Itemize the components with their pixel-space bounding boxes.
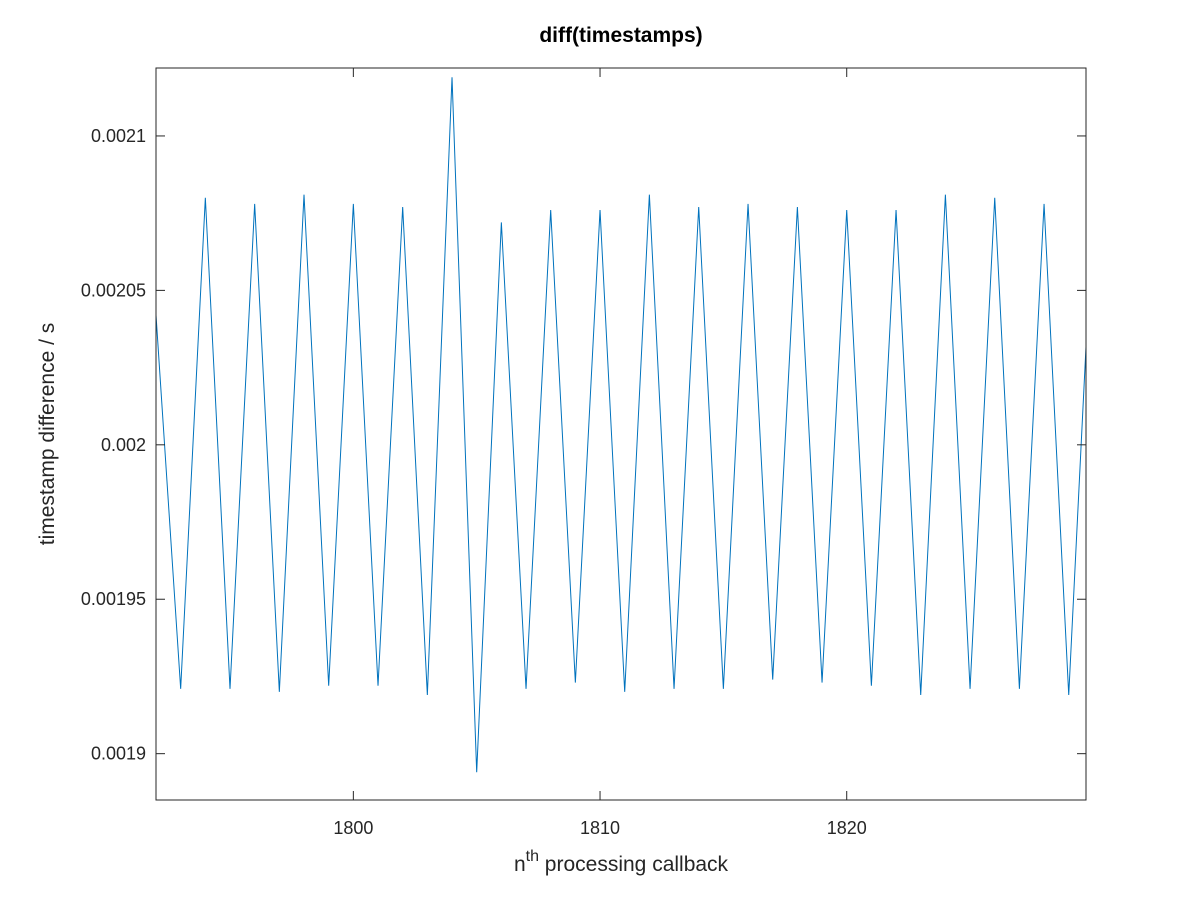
x-tick-label: 1800 — [333, 818, 373, 838]
y-tick-label: 0.00205 — [81, 280, 146, 300]
y-axis-label: timestamp difference / s — [36, 323, 59, 546]
y-tick-label: 0.0019 — [91, 744, 146, 764]
axes-frame — [155, 67, 1087, 801]
x-axis-label-base: n — [514, 853, 526, 876]
y-tick-label: 0.002 — [101, 435, 146, 455]
x-axis-label-superscript: th — [526, 848, 539, 865]
x-axis-ticks: 1800 1810 1820 — [333, 68, 867, 838]
y-tick-label: 0.0021 — [91, 126, 146, 146]
x-tick-label: 1820 — [827, 818, 867, 838]
series-layer — [156, 77, 1086, 773]
series-line-0 — [156, 77, 1086, 773]
x-tick-label: 1810 — [580, 818, 620, 838]
plot-area — [156, 68, 1086, 800]
y-axis-ticks: 0.0019 0.00195 0.002 0.00205 0.0021 — [81, 126, 1086, 764]
x-axis-label-rest: processing callback — [539, 853, 729, 876]
y-tick-label: 0.00195 — [81, 589, 146, 609]
chart-title: diff(timestamps) — [539, 24, 702, 47]
x-axis-label: nth processing callback — [514, 848, 729, 876]
